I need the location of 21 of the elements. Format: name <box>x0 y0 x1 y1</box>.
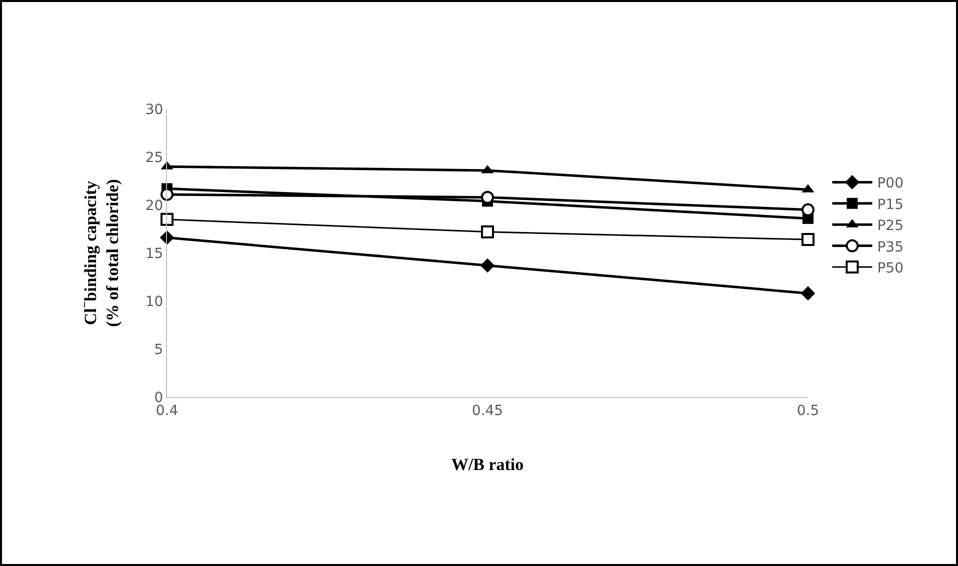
y-tick-label: 5 <box>154 342 164 358</box>
x-axis-title: W/B ratio <box>451 455 524 474</box>
y-tick-label: 15 <box>145 246 164 262</box>
legend-label: P35 <box>877 239 904 256</box>
legend-label: P50 <box>877 260 904 276</box>
point <box>481 190 494 204</box>
point <box>480 258 495 273</box>
y-tick-label: 20 <box>145 198 164 214</box>
legend-label: P25 <box>877 218 904 234</box>
x-tick-label: 0.5 <box>796 402 820 419</box>
x-tick-label: 0.45 <box>472 402 504 419</box>
point <box>800 286 816 300</box>
y-tick-label: 10 <box>145 294 164 310</box>
point <box>481 225 494 238</box>
legend-label: P00 <box>877 176 904 192</box>
y-tick-label: 25 <box>145 150 164 166</box>
point <box>160 212 174 226</box>
y-tick-label: 30 <box>145 102 164 118</box>
point <box>802 203 814 216</box>
legend-label: P15 <box>877 196 904 213</box>
point <box>802 233 814 246</box>
